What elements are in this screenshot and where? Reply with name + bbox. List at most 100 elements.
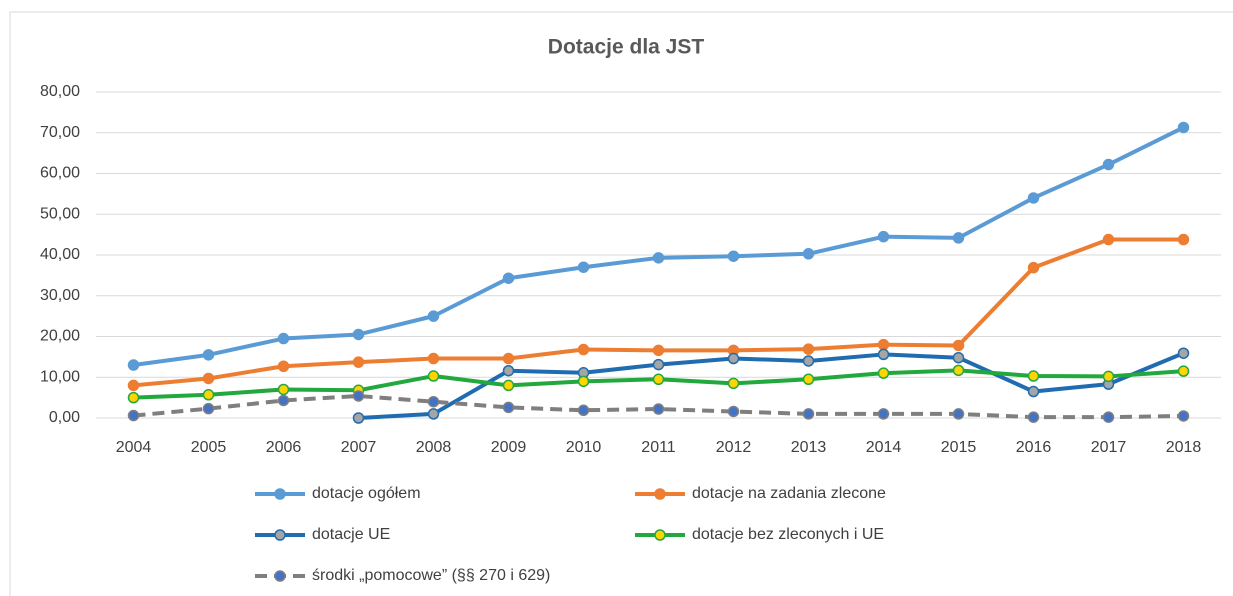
series-marker [727,377,740,390]
series-marker [352,328,365,341]
series-marker [502,352,515,365]
series-marker [1102,411,1115,423]
series-marker [952,351,965,364]
series-marker [277,394,290,407]
chart-title: Dotacje dla JST [548,36,705,59]
legend-label: dotacje ogółem [312,485,421,502]
series-marker [1027,370,1040,382]
series-marker [202,389,215,401]
series-marker [1102,233,1115,246]
legend-marker [654,529,666,541]
series-marker [352,412,365,424]
series-marker [577,343,590,356]
series-marker [1027,261,1040,274]
x-tick-label: 2008 [416,439,452,456]
series-marker [127,359,140,371]
series-marker [802,248,815,260]
x-tick-label: 2014 [866,439,902,456]
series-marker [427,370,440,382]
series-marker [1027,385,1040,398]
y-tick-label: 40,00 [40,246,80,263]
series-marker [952,232,965,244]
series-marker [802,355,815,367]
x-tick-label: 2011 [641,439,676,456]
x-tick-label: 2018 [1166,439,1202,456]
legend-marker [654,488,666,500]
series-marker [202,372,215,385]
y-tick-label: 70,00 [40,124,80,141]
y-tick-label: 20,00 [40,328,80,345]
y-tick-label: 60,00 [40,165,80,182]
series-marker [277,383,290,396]
legend-label: dotacje UE [312,526,390,543]
legend-label: dotacje na zadania zlecone [692,485,886,502]
x-tick-label: 2005 [191,439,227,456]
series-marker [127,409,140,422]
x-tick-label: 2012 [716,439,752,456]
series-marker [427,310,440,322]
series-marker [952,339,965,352]
series-marker [1177,410,1190,422]
series-marker [1177,233,1190,246]
series-marker [652,373,665,386]
series-marker [577,375,590,388]
series-marker [877,230,890,243]
series-marker [502,401,515,414]
series-marker [652,358,665,371]
series-marker [352,356,365,368]
legend-label: środki „pomocowe” (§§ 270 i 629) [312,567,550,584]
series-marker [277,332,290,345]
series-marker [1177,347,1190,359]
series-marker [577,404,590,417]
x-tick-label: 2010 [566,439,602,456]
series-marker [1177,365,1190,377]
series-marker [952,408,965,420]
series-marker [802,408,815,420]
series-marker [352,390,365,402]
series-marker [1027,411,1040,423]
series-marker [502,272,515,284]
series-line [358,351,1185,420]
x-tick-label: 2015 [941,439,977,456]
y-tick-label: 30,00 [40,287,80,304]
x-tick-label: 2006 [266,439,302,456]
series-marker [727,250,740,262]
series-marker [877,338,890,351]
series-marker [202,349,215,361]
series-marker [1102,158,1115,171]
series-marker [202,402,215,415]
x-tick-label: 2004 [116,439,152,456]
y-tick-label: 0,00 [49,409,80,426]
series-marker [727,352,740,365]
x-tick-label: 2009 [491,439,527,456]
series-marker [802,343,815,355]
chart-frame [9,11,1233,596]
y-tick-label: 10,00 [40,368,80,385]
x-tick-label: 2017 [1091,439,1127,456]
legend-marker [274,488,286,500]
x-tick-label: 2007 [341,439,377,456]
series-marker [427,352,440,365]
legend-marker [274,529,286,541]
legend-marker [274,570,286,582]
series-marker [1177,121,1190,134]
series-marker [652,344,665,357]
x-tick-label: 2016 [1016,439,1052,456]
series-line [133,393,1184,420]
series-marker [502,364,515,377]
series-marker [502,379,515,392]
series-marker [727,405,740,418]
series-marker [652,403,665,415]
series-marker [1102,370,1115,383]
series-marker [1027,192,1040,204]
series-marker [427,395,440,408]
series-marker [877,408,890,420]
y-tick-label: 80,00 [40,83,80,100]
series-marker [277,360,290,372]
series-marker [577,261,590,273]
series-marker [877,367,890,379]
y-tick-label: 50,00 [40,205,80,222]
x-tick-label: 2013 [791,439,827,456]
series-marker [427,408,440,420]
